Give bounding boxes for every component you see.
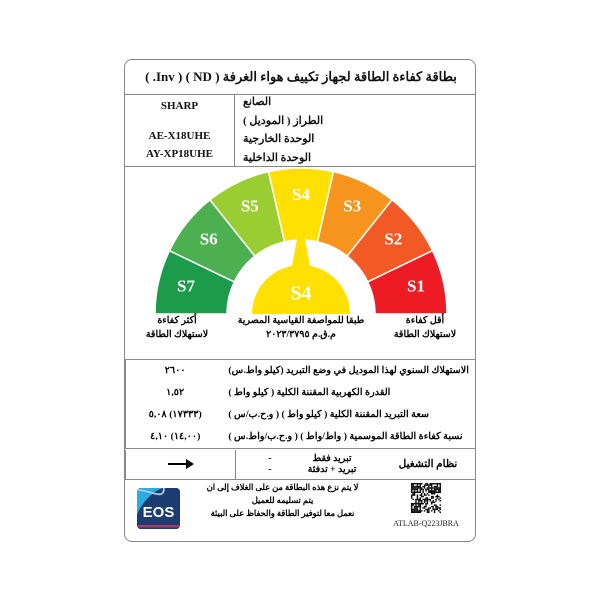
svg-text:EOS: EOS	[143, 504, 175, 521]
svg-text:S4: S4	[292, 185, 310, 204]
svg-text:S7: S7	[177, 277, 195, 296]
svg-text:S5: S5	[241, 197, 259, 216]
svg-text:S3: S3	[343, 197, 361, 216]
svg-text:S1: S1	[407, 277, 425, 296]
svg-text:S4: S4	[290, 283, 311, 305]
svg-text:S6: S6	[200, 229, 218, 248]
svg-text:S2: S2	[384, 229, 402, 248]
